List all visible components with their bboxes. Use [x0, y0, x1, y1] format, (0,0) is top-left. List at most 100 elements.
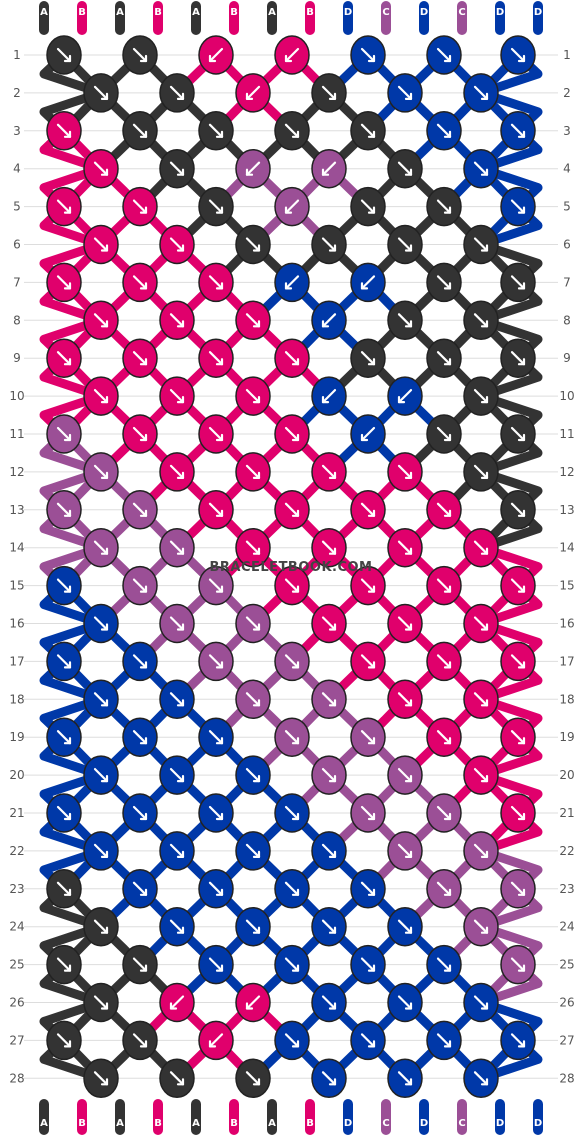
- knot: [350, 641, 386, 682]
- strand-label: D: [496, 7, 504, 18]
- knot-arrowhead: [517, 358, 526, 366]
- knot-arrow-icon: [397, 692, 413, 707]
- knot-arrowhead: [252, 623, 261, 631]
- knot-arrowhead: [404, 699, 413, 707]
- knot: [311, 831, 347, 871]
- knot-arrowhead: [480, 547, 489, 555]
- knot-arrowhead: [443, 585, 452, 593]
- knot-arrowhead: [291, 812, 300, 821]
- knot: [500, 641, 536, 682]
- knot-arrowhead: [480, 471, 489, 479]
- knot-arrowhead: [100, 623, 109, 631]
- knot-arrowhead: [284, 54, 293, 63]
- knot-arrowhead: [176, 850, 185, 859]
- knot-arrowhead: [404, 244, 413, 252]
- knot-arrow-icon: [132, 578, 148, 593]
- knot: [122, 717, 158, 757]
- knot-arrowhead: [328, 850, 337, 859]
- knot-arrowhead: [480, 320, 489, 328]
- knot-arrow-icon: [436, 1033, 452, 1048]
- knot-arrowhead: [139, 888, 148, 896]
- knot-arrow-icon: [321, 843, 337, 859]
- knot: [159, 73, 195, 113]
- knot: [463, 906, 499, 947]
- knot-arrowhead: [139, 130, 148, 138]
- knot-arrow-icon: [93, 540, 109, 555]
- knot-arrow-icon: [208, 654, 224, 669]
- knot-arrow-icon: [208, 123, 224, 138]
- strand-label: A: [40, 7, 48, 18]
- row-number-left: 8: [13, 313, 21, 327]
- knot-arrowhead: [480, 168, 489, 176]
- row-number-left: 27: [9, 1033, 24, 1047]
- knot-arrow-icon: [510, 351, 526, 366]
- knot: [463, 679, 499, 720]
- knot-arrowhead: [63, 282, 72, 290]
- knot-arrowhead: [321, 320, 330, 328]
- knot: [198, 262, 234, 303]
- knot-arrow-icon: [245, 1071, 261, 1086]
- knot-arrow-icon: [360, 502, 376, 517]
- knot-arrowhead: [404, 1002, 413, 1010]
- knot: [46, 1020, 82, 1061]
- knot-arrow-icon: [132, 1033, 148, 1048]
- knot: [122, 565, 158, 606]
- knot-arrow-icon: [510, 881, 526, 896]
- knot: [463, 300, 499, 341]
- knot-arrowhead: [252, 320, 261, 328]
- knot: [83, 376, 119, 416]
- knot-arrowhead: [63, 737, 72, 745]
- knot: [426, 565, 462, 606]
- knot-arrowhead: [169, 1002, 178, 1010]
- strand-label: C: [382, 1118, 389, 1129]
- knot: [387, 452, 423, 492]
- knot-arrowhead: [176, 320, 185, 328]
- knot-arrow-icon: [208, 351, 224, 366]
- knot: [159, 376, 195, 416]
- knot-arrow-icon: [473, 1071, 489, 1086]
- knot-arrow-icon: [510, 47, 526, 63]
- knot-arrowhead: [480, 1002, 489, 1010]
- knot-arrow-icon: [360, 730, 376, 745]
- knot-arrow-icon: [397, 464, 413, 479]
- strand-label: B: [78, 7, 86, 18]
- knot: [463, 982, 499, 1023]
- knot: [83, 1058, 119, 1099]
- knot: [235, 1058, 271, 1099]
- knot-arrow-icon: [321, 389, 337, 404]
- knot-arrowhead: [252, 547, 261, 555]
- knot-arrowhead: [176, 168, 185, 176]
- knot-arrowhead: [100, 396, 109, 404]
- knot-arrowhead: [291, 888, 300, 896]
- knot-arrowhead: [443, 964, 452, 972]
- knot: [274, 565, 310, 606]
- knot: [426, 793, 462, 833]
- knot: [387, 224, 423, 265]
- strand-label: A: [40, 1118, 48, 1129]
- knot-arrow-icon: [93, 1071, 109, 1086]
- knot-arrowhead: [517, 964, 526, 972]
- knot-arrowhead: [100, 774, 109, 783]
- knot-arrow-icon: [473, 237, 489, 252]
- knot-arrowhead: [328, 1078, 337, 1086]
- knot-arrow-icon: [510, 730, 526, 745]
- knot-arrowhead: [517, 282, 526, 290]
- knot: [426, 1020, 462, 1061]
- knot: [311, 906, 347, 947]
- knot: [311, 148, 347, 189]
- knot-arrowhead: [245, 1002, 254, 1010]
- strand-label: B: [78, 1118, 86, 1129]
- knot-arrowhead: [63, 964, 72, 972]
- knot-arrow-icon: [360, 881, 376, 896]
- row-number-right: 18: [559, 692, 574, 706]
- strand-label: A: [116, 7, 124, 18]
- knot: [159, 679, 195, 720]
- knot-arrowhead: [291, 585, 300, 593]
- knot-arrowhead: [367, 509, 376, 517]
- knot: [463, 527, 499, 568]
- knot: [122, 111, 158, 151]
- knot-arrow-icon: [397, 616, 413, 631]
- knot: [274, 1020, 310, 1061]
